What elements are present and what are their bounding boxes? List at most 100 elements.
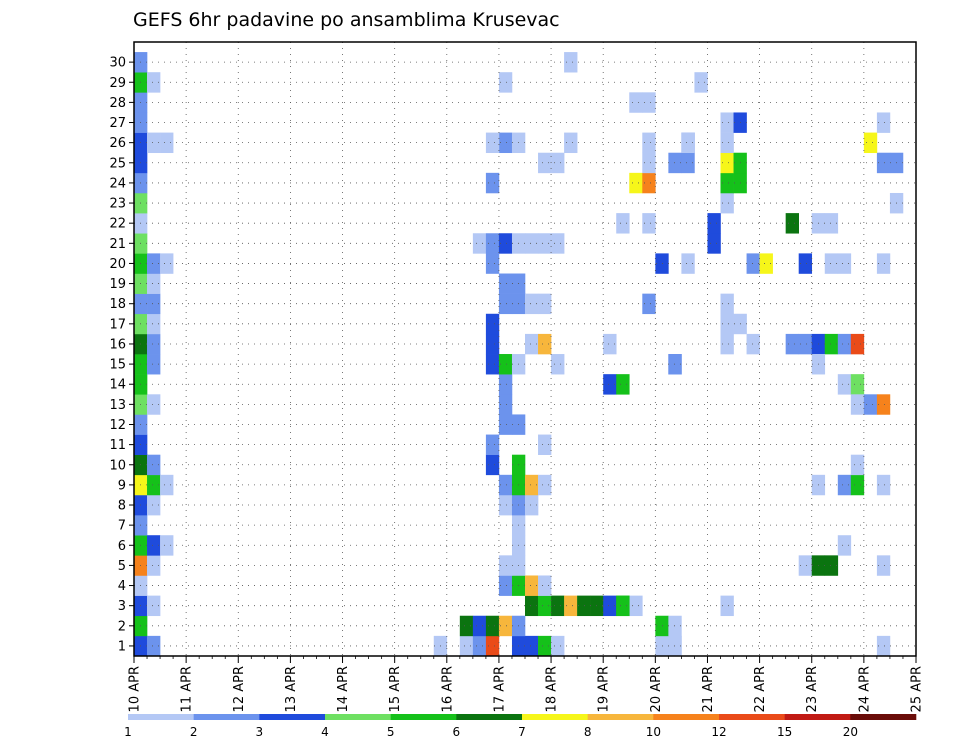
heatmap-cell xyxy=(785,213,799,234)
legend-swatch xyxy=(390,714,457,720)
y-tick-label: 8 xyxy=(118,499,126,514)
heatmap-cell xyxy=(850,374,865,395)
heatmap-cell xyxy=(525,595,539,617)
y-tick-label: 14 xyxy=(109,378,126,393)
y-tick-label: 5 xyxy=(118,559,126,574)
legend-swatch xyxy=(653,714,720,720)
heatmap-cell xyxy=(720,172,734,194)
heatmap-cell xyxy=(655,253,669,274)
heatmap-cell xyxy=(824,333,839,355)
heatmap-cell xyxy=(485,615,500,637)
heatmap-cell xyxy=(498,414,513,435)
heatmap-cell xyxy=(876,474,891,496)
x-tick-label: 12 APR xyxy=(232,666,247,712)
y-tick-label: 29 xyxy=(109,76,126,91)
x-tick-label: 13 APR xyxy=(284,666,299,712)
heatmap-cell xyxy=(603,595,617,617)
x-tick-label: 10 APR xyxy=(128,666,143,712)
heatmap-cell xyxy=(498,233,513,254)
heatmap-cell xyxy=(147,595,161,617)
y-tick-label: 11 xyxy=(109,438,126,453)
heatmap-cell xyxy=(616,213,630,234)
heatmap-cell xyxy=(538,474,552,496)
heatmap-cell xyxy=(668,152,682,174)
y-tick-label: 7 xyxy=(118,519,126,534)
y-tick-label: 4 xyxy=(118,579,126,594)
legend-label: 8 xyxy=(584,725,592,739)
y-tick-label: 28 xyxy=(109,96,126,111)
heatmap-cell xyxy=(837,474,852,496)
heatmap-cell xyxy=(629,92,643,113)
heatmap-cell xyxy=(876,253,891,274)
x-tick-label: 25 APR xyxy=(910,666,925,712)
heatmap-cell xyxy=(538,595,552,617)
heatmap-cell xyxy=(824,253,839,274)
heatmap-cells xyxy=(134,52,904,657)
heatmap-cell xyxy=(538,635,552,657)
heatmap-cell xyxy=(147,132,161,154)
heatmap-cell xyxy=(147,394,161,415)
heatmap-cell xyxy=(525,333,539,355)
legend-swatch xyxy=(850,714,917,720)
x-tick-label: 19 APR xyxy=(597,666,612,712)
heatmap-cell xyxy=(837,253,852,274)
x-tick-label: 21 APR xyxy=(701,666,716,712)
heatmap-cell xyxy=(538,575,552,596)
legend-swatch xyxy=(522,714,588,720)
heatmap-cell xyxy=(472,615,487,637)
heatmap-cell xyxy=(850,454,865,476)
x-tick-label: 24 APR xyxy=(857,666,872,712)
heatmap-cell xyxy=(485,172,500,194)
heatmap-cell xyxy=(459,635,474,657)
heatmap-cell xyxy=(485,233,500,254)
x-tick-label: 17 APR xyxy=(492,666,507,712)
y-tick-label: 22 xyxy=(109,217,126,232)
heatmap-cell xyxy=(551,595,565,617)
heatmap-cell xyxy=(720,132,734,154)
heatmap-cell xyxy=(472,233,487,254)
heatmap-cell xyxy=(681,253,695,274)
heatmap-cell xyxy=(538,434,552,455)
legend-swatch xyxy=(259,714,326,720)
x-tick-label: 15 APR xyxy=(388,666,403,712)
x-axis: 10 APR 11 APR 12 APR 13 APR 14 APR 15 APR 16 A… xyxy=(128,656,925,712)
heatmap-cell xyxy=(681,132,695,154)
heatmap-cell xyxy=(147,474,161,496)
heatmap-cell xyxy=(876,152,891,174)
heatmap-cell xyxy=(837,333,852,355)
heatmap-cell xyxy=(160,132,174,154)
heatmap-cell xyxy=(147,72,161,93)
heatmap-cell xyxy=(485,253,500,274)
heatmap-cell xyxy=(616,595,630,617)
heatmap-cell xyxy=(160,474,174,496)
y-tick-label: 25 xyxy=(109,156,126,171)
heatmap-cell xyxy=(876,112,891,133)
heatmap-cell xyxy=(160,535,174,556)
heatmap-cell xyxy=(551,354,565,375)
heatmap-cell xyxy=(485,434,500,455)
heatmap-cell xyxy=(160,253,174,274)
x-tick-label: 11 APR xyxy=(180,666,195,712)
heatmap-cell xyxy=(147,635,161,657)
legend-label: 1 xyxy=(124,725,132,739)
legend-swatch xyxy=(784,714,851,720)
y-tick-label: 19 xyxy=(109,277,126,292)
heatmap-cell xyxy=(498,575,513,596)
heatmap-cell xyxy=(616,374,630,395)
heatmap-cell xyxy=(564,52,578,73)
heatmap-cell xyxy=(525,293,539,315)
heatmap-cell xyxy=(485,313,500,335)
heatmap-cell xyxy=(668,354,682,375)
heatmap-cell xyxy=(798,333,813,355)
heatmap-cell xyxy=(642,132,656,154)
heatmap-cell xyxy=(485,132,500,154)
heatmap-cell xyxy=(147,273,161,294)
heatmap-cell xyxy=(655,635,669,657)
heatmap-cell xyxy=(707,213,721,234)
y-tick-label: 16 xyxy=(109,337,126,352)
legend-label: 7 xyxy=(518,725,526,739)
legend-label: 6 xyxy=(453,725,461,739)
x-tick-label: 16 APR xyxy=(440,666,455,712)
heatmap-cell xyxy=(525,233,539,254)
heatmap-cell xyxy=(746,253,760,274)
